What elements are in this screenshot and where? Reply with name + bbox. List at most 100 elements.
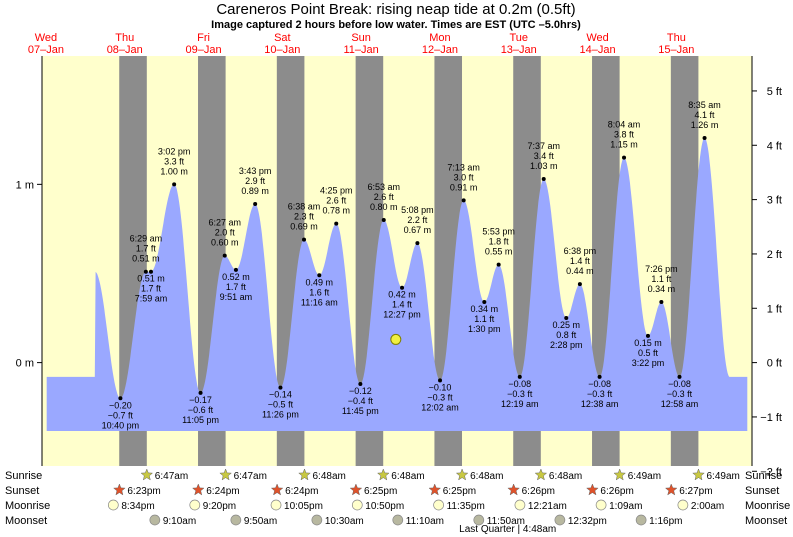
tide-extreme-dot (334, 221, 339, 226)
sunrise-time-label: 6:49am (628, 471, 661, 482)
tide-extreme-dot (461, 198, 466, 203)
moonrise-icon (270, 499, 282, 511)
tide-extreme-label: 3.0 ft (454, 172, 475, 182)
tide-extreme-dot (172, 182, 177, 187)
tide-extreme-label: 1.7 ft (226, 282, 247, 292)
tide-extreme-label: 0.55 m (485, 247, 513, 257)
tide-extreme-label: 0.91 m (450, 182, 478, 192)
tide-extreme-dot (597, 374, 602, 379)
tide-extreme-label: 4.1 ft (695, 110, 716, 120)
tide-curve-group (46, 138, 748, 431)
day-date-label: 13–Jan (501, 44, 537, 56)
moonset-icon (473, 514, 485, 526)
tide-extreme-dot (143, 269, 148, 274)
tide-extreme-label: 6:53 am (367, 182, 400, 192)
sunset-star-icon (113, 483, 126, 496)
day-name-label: Wed (586, 32, 608, 44)
day-date-label: 14–Jan (580, 44, 616, 56)
astro-table: Sunrise Sunrise Sunset Sunset Moonrise Moonri… (5, 468, 790, 535)
tide-extreme-label: 0.67 m (404, 225, 432, 235)
tide-extreme-label: 0.34 m (648, 284, 676, 294)
tide-extreme-label: 1.15 m (610, 140, 638, 150)
tide-extreme-label: 3.4 ft (534, 151, 555, 161)
tide-extreme-label: −0.5 ft (268, 400, 294, 410)
sunset-time-label: 6:26pm (522, 486, 555, 497)
sunset-time-label: 6:24pm (206, 486, 239, 497)
tide-area (46, 138, 748, 431)
tide-extreme-label: 12:27 pm (383, 310, 421, 320)
day-date-label: 09–Jan (185, 44, 221, 56)
current-tide-marker (390, 333, 402, 345)
tide-extreme-label: 12:38 am (581, 399, 619, 409)
tide-extreme-label: 1.4 ft (570, 256, 591, 266)
tide-extreme-dot (702, 136, 707, 140)
sunrise-star-icon (140, 468, 154, 481)
sunset-time-label: 6:24pm (285, 486, 318, 497)
moonset-icon (149, 514, 161, 526)
sunset-time-label: 6:25pm (364, 486, 397, 497)
day-name-label: Sun (351, 32, 371, 44)
tide-extreme-dot (302, 237, 307, 242)
tide-extreme-label: 0.49 m (306, 277, 334, 287)
tide-extreme-label: 6:38 pm (564, 246, 597, 256)
tide-extreme-label: 0.80 m (370, 202, 398, 212)
tide-extreme-dot (233, 267, 238, 272)
tide-extreme-label: 7:37 am (527, 141, 560, 151)
day-header-group: Wed07–JanThu08–JanFri09–JanSat10–JanSun1… (28, 32, 695, 56)
sunrise-star-icon (455, 468, 469, 481)
tide-extreme-label: 3.3 ft (164, 156, 185, 166)
moonset-time-label: 1:16pm (649, 516, 682, 527)
tide-extreme-label: −0.12 (349, 386, 372, 396)
tide-extreme-label: 6:27 am (208, 218, 241, 228)
tide-extreme-label: −0.3 ft (507, 389, 533, 399)
tide-extreme-dot (148, 269, 153, 274)
tide-extreme-label: 2.6 ft (374, 192, 395, 202)
tide-extreme-dot (278, 385, 283, 390)
day-date-label: 12–Jan (422, 44, 458, 56)
moonset-time-label: 9:10am (163, 516, 196, 527)
sunrise-time-label: 6:47am (155, 471, 188, 482)
tide-extreme-label: 3:43 pm (239, 166, 272, 176)
tide-extreme-label: −0.20 (109, 400, 132, 410)
tide-extreme-label: 0.51 m (132, 254, 160, 264)
right-tick-label: 1 ft (767, 303, 782, 315)
tide-extreme-dot (517, 374, 522, 379)
tide-extreme-label: 11:05 pm (182, 415, 219, 425)
tide-extreme-dot (253, 201, 258, 206)
astro-row-label-left: Sunrise (5, 470, 42, 482)
tide-extreme-label: 11:45 pm (342, 406, 379, 416)
tide-extreme-label: −0.14 (269, 390, 292, 400)
tide-extreme-label: 2:28 pm (550, 340, 583, 350)
sunset-star-icon (586, 483, 599, 496)
day-name-label: Mon (429, 32, 450, 44)
tide-extreme-label: −0.6 ft (188, 405, 214, 415)
astro-row-label-right: Sunrise (745, 470, 782, 482)
right-tick-label: 0 ft (767, 358, 782, 370)
tide-extreme-label: 7:26 pm (645, 264, 678, 274)
moonrise-icon (107, 499, 119, 511)
tide-extreme-label: 11:16 am (301, 297, 338, 307)
tide-extreme-dot (198, 390, 203, 395)
moonrise-time-label: 9:20pm (203, 501, 236, 512)
tide-extreme-dot (645, 333, 650, 338)
moon-phase-note: Last Quarter | 4:48am (459, 524, 556, 535)
tide-extreme-label: 12:58 am (661, 399, 699, 409)
sunrise-star-icon (376, 468, 390, 481)
sunrise-star-icon (692, 468, 705, 481)
tide-extreme-label: −0.3 ft (587, 389, 613, 399)
astro-row-label-left: Sunset (5, 485, 39, 497)
tide-extreme-label: −0.3 ft (667, 389, 693, 399)
tide-extreme-label: 6:29 am (130, 234, 163, 244)
tide-extreme-label: −0.17 (189, 395, 212, 405)
sunrise-star-icon (298, 468, 311, 481)
tide-extreme-label: 7:59 am (135, 294, 168, 304)
tide-extreme-label: 2.0 ft (215, 228, 236, 238)
moonrise-icon (595, 499, 607, 511)
tide-extreme-dot (381, 218, 386, 222)
moonset-icon (392, 514, 404, 526)
sunset-time-label: 6:23pm (127, 486, 160, 497)
tide-extreme-dot (482, 300, 487, 304)
moonset-time-label: 10:30am (325, 516, 364, 527)
tide-extreme-label: 0.15 m (634, 338, 662, 348)
tide-extreme-dot (118, 396, 123, 401)
